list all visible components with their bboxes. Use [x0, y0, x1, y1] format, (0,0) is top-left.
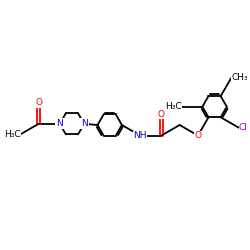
Text: O: O [194, 131, 202, 140]
Text: O: O [158, 110, 165, 119]
Text: NH: NH [134, 131, 147, 140]
Text: N: N [81, 119, 87, 128]
Text: N: N [56, 119, 63, 128]
Text: Cl: Cl [239, 123, 248, 132]
Text: CH₃: CH₃ [231, 73, 248, 82]
Text: H₃C: H₃C [4, 130, 20, 139]
Text: O: O [35, 98, 42, 107]
Text: H₃C: H₃C [165, 102, 181, 111]
